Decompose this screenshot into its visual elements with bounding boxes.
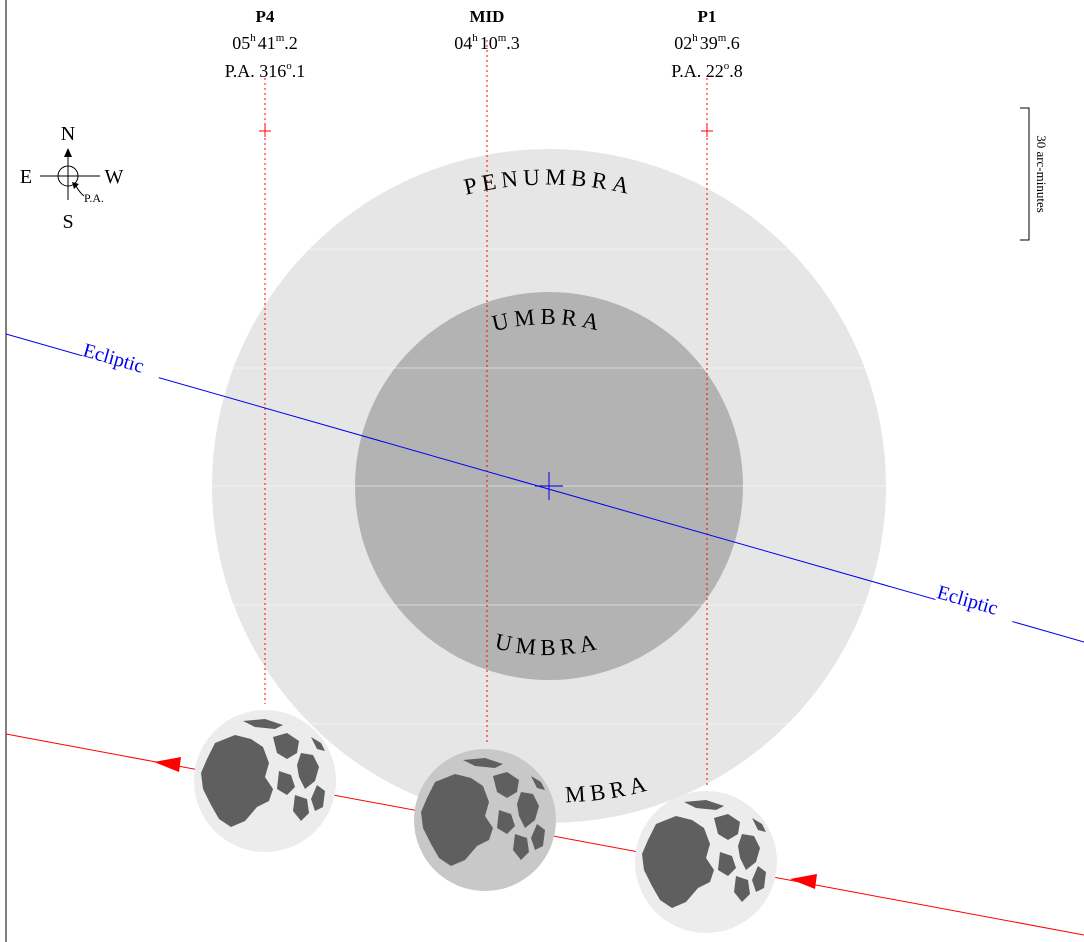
contact-name: P1: [698, 7, 717, 26]
ecliptic-line: [5, 333, 1084, 643]
compass-east: E: [20, 166, 32, 188]
pa-rotation-arrow-icon: [75, 185, 85, 197]
moon-path-arrow-left: [154, 757, 181, 772]
moon-p1: [635, 791, 777, 933]
contact-time: 02h 39m.6: [674, 32, 740, 53]
compass-rose: N S E W P.A.: [20, 123, 124, 233]
compass-north: N: [61, 123, 75, 145]
moon-mid: [414, 749, 556, 891]
compass-pa: P.A.: [84, 191, 104, 205]
shadow-grid: [212, 248, 886, 725]
contact-lines: [264, 40, 708, 785]
contact-time: 05h 41m.2: [232, 32, 298, 53]
contact-name: MID: [470, 7, 505, 26]
contact-header-mid: MID 04h 10m.3: [454, 7, 520, 53]
shadow-center-cross: [535, 472, 563, 500]
contact-position-angle: P.A. 22o.8: [671, 60, 743, 81]
moon-path-arrow-right: [790, 874, 817, 889]
north-arrow-icon: [64, 148, 72, 157]
compass-south: S: [62, 211, 73, 233]
contact-header-p4: P4 05h 41m.2 P.A. 316o.1: [225, 7, 306, 81]
contact-header-p1: P1 02h 39m.6 P.A. 22o.8: [671, 7, 743, 81]
compass-west: W: [105, 166, 124, 188]
contact-markers: [259, 125, 713, 137]
contact-time: 04h 10m.3: [454, 32, 520, 53]
contact-position-angle: P.A. 316o.1: [225, 60, 306, 81]
scale-bar-label: 30 arc-minutes: [1034, 135, 1049, 213]
contact-name: P4: [256, 7, 275, 26]
moon-p4: [194, 710, 336, 852]
scale-bar: 30 arc-minutes: [1020, 107, 1049, 241]
